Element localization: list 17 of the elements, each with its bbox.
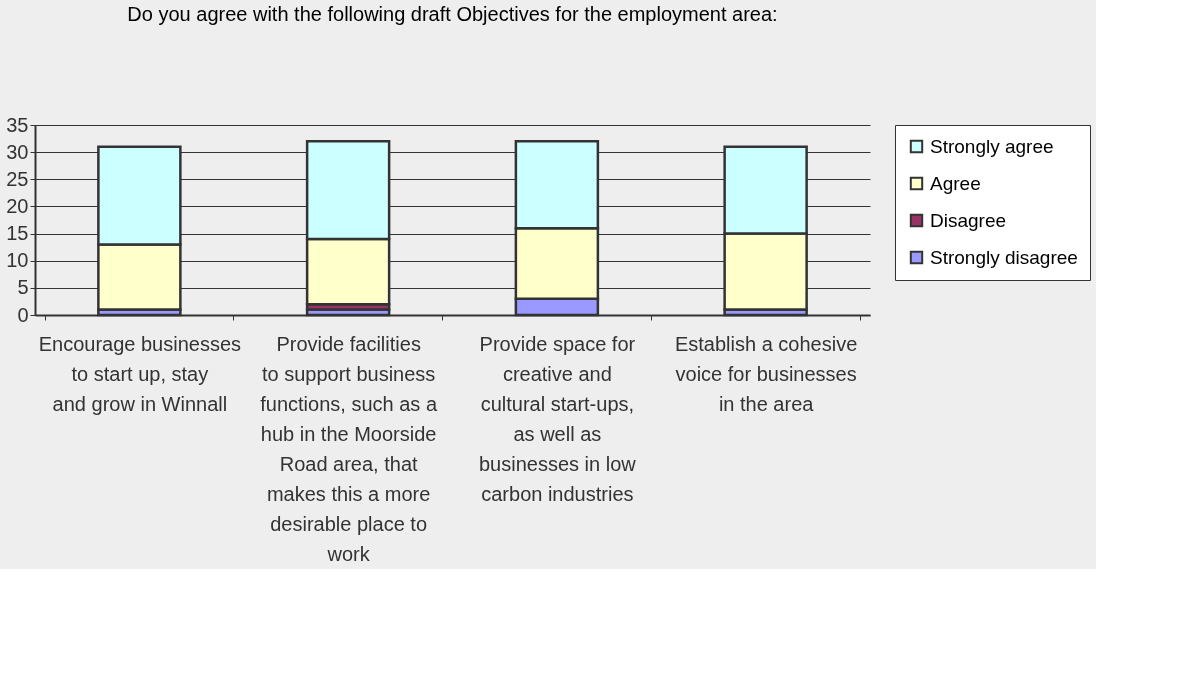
y-tick-label: 0 — [17, 303, 29, 326]
x-tick-label: Provide space for creative and cultural start-ups, as well as businesses in low carbon industries — [479, 332, 637, 505]
y-tick-label: 25 — [6, 167, 29, 190]
legend-label: Agree — [930, 172, 981, 194]
x-tick-label: Provide facilities to support business functions, such as a hub in the Moorside Road area, that makes this a more desirable place to work — [260, 332, 438, 565]
y-tick-label: 15 — [6, 222, 29, 245]
x-tick-label: Encourage businesses to start up, stay and grow in Winnall — [38, 332, 242, 415]
y-tick-label: 30 — [6, 140, 29, 163]
y-tick-label: 5 — [17, 276, 29, 299]
y-tick-label: 20 — [6, 194, 29, 217]
y-tick-label: 10 — [6, 249, 29, 272]
legend-label: Strongly agree — [930, 135, 1054, 157]
legend-label: Disagree — [930, 209, 1007, 231]
chart-title: Do you agree with the following draft Objectives for the employment area: — [127, 3, 778, 25]
x-tick-label: Establish a cohesive voice for businesses in the area — [674, 332, 858, 415]
legend-label: Strongly disagree — [930, 246, 1078, 268]
y-tick-label: 35 — [6, 113, 29, 136]
